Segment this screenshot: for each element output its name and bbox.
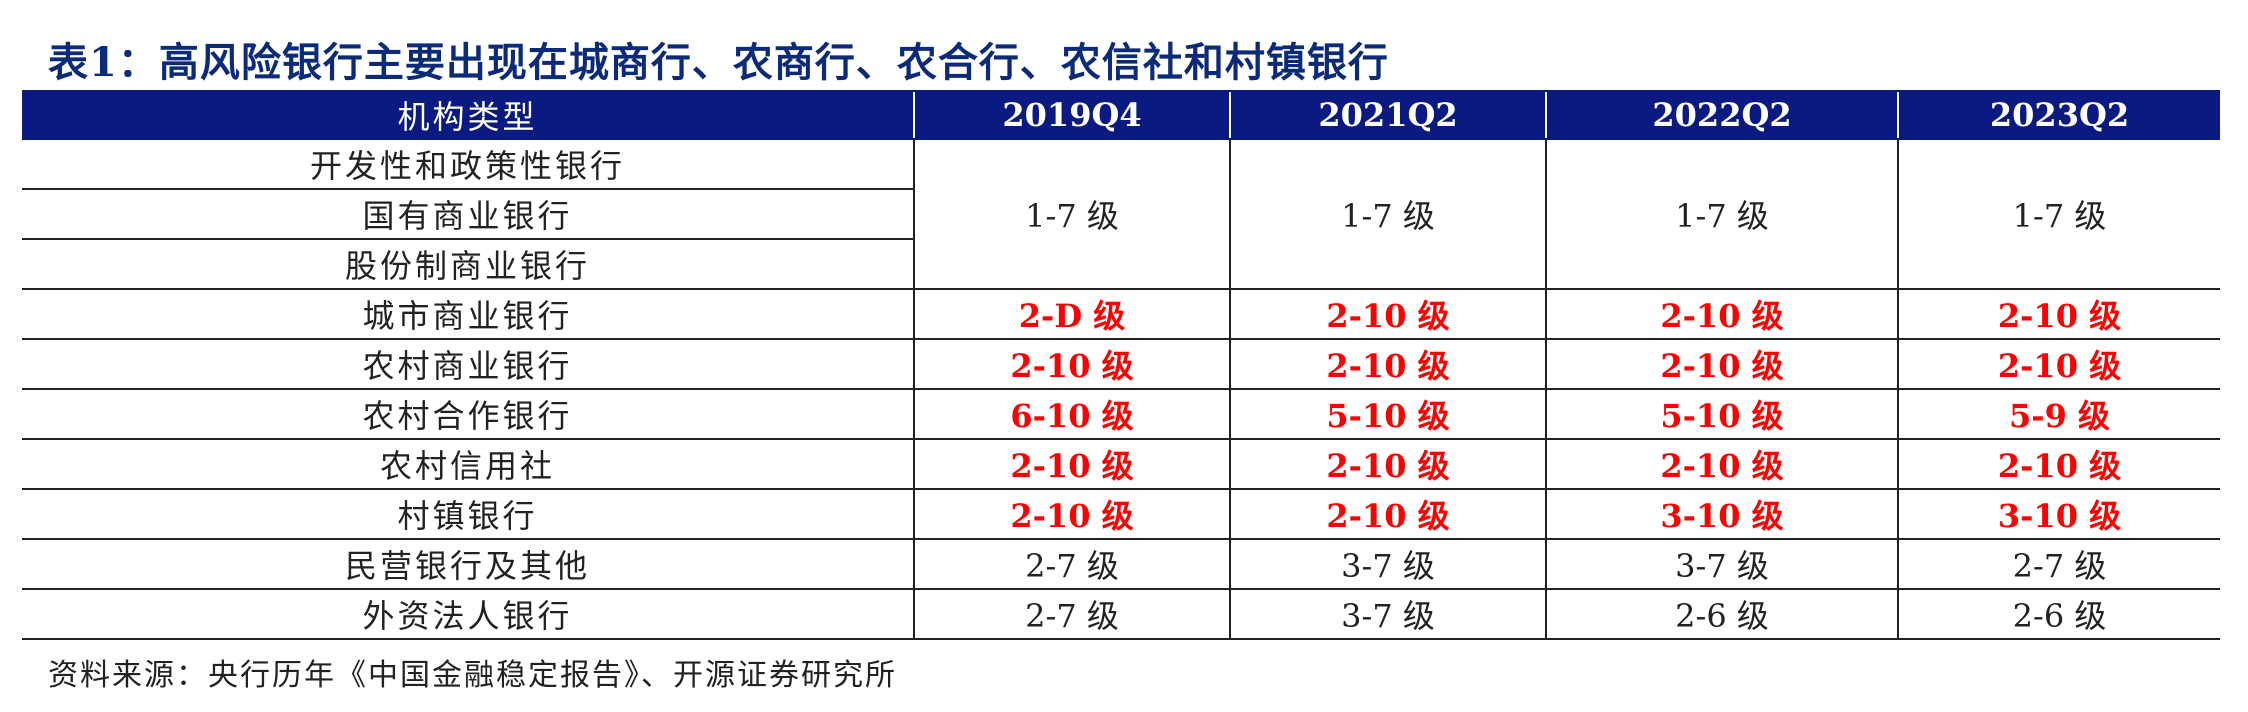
cell-2019q4: 2-7 级 xyxy=(913,539,1230,590)
cell-2021q2: 5-10 级 xyxy=(1229,389,1546,440)
cell-2021q2: 2-10 级 xyxy=(1229,489,1546,540)
cell-2019q4: 2-10 级 xyxy=(913,339,1230,390)
row-type: 国有商业银行 xyxy=(22,189,914,240)
cell-2021q2: 2-10 级 xyxy=(1229,289,1546,340)
row-type: 外资法人银行 xyxy=(22,589,914,640)
cell-2019q4: 2-7 级 xyxy=(913,589,1230,640)
header-2023q2: 2023Q2 xyxy=(1897,90,2220,140)
risk-rating-table: 机构类型 2019Q4 2021Q2 2022Q2 2023Q2 开发性和政策性… xyxy=(22,90,2220,640)
row-type: 农村合作银行 xyxy=(22,389,914,440)
merged-value-2023q2: 1-7 级 xyxy=(1897,139,2220,290)
table-row: 城市商业银行 2-D 级 2-10 级 2-10 级 2-10 级 xyxy=(22,289,2220,340)
cell-2023q2: 2-10 级 xyxy=(1897,439,2220,490)
row-type: 股份制商业银行 xyxy=(22,239,914,290)
cell-2022q2: 3-10 级 xyxy=(1545,489,1898,540)
cell-2022q2: 2-10 级 xyxy=(1545,339,1898,390)
table-row: 村镇银行 2-10 级 2-10 级 3-10 级 3-10 级 xyxy=(22,489,2220,540)
header-2022q2: 2022Q2 xyxy=(1545,90,1898,140)
cell-2022q2: 2-6 级 xyxy=(1545,589,1898,640)
row-type: 农村信用社 xyxy=(22,439,914,490)
table-row: 开发性和政策性银行 1-7 级 1-7 级 1-7 级 1-7 级 xyxy=(22,139,2220,290)
cell-2022q2: 3-7 级 xyxy=(1545,539,1898,590)
row-type: 村镇银行 xyxy=(22,489,914,540)
table-row: 股份制商业银行 xyxy=(22,239,2220,290)
cell-2022q2: 2-10 级 xyxy=(1545,439,1898,490)
merged-value-2022q2: 1-7 级 xyxy=(1545,139,1898,290)
cell-2023q2: 2-7 级 xyxy=(1897,539,2220,590)
cell-2019q4: 2-D 级 xyxy=(913,289,1230,340)
cell-2023q2: 2-10 级 xyxy=(1897,339,2220,390)
row-type: 城市商业银行 xyxy=(22,289,914,340)
source-note: 资料来源：央行历年《中国金融稳定报告》、开源证券研究所 xyxy=(48,658,897,693)
cell-2019q4: 2-10 级 xyxy=(913,489,1230,540)
table-title: 表1：高风险银行主要出现在城商行、农商行、农合行、农信社和村镇银行 xyxy=(48,39,1389,86)
cell-2019q4: 2-10 级 xyxy=(913,439,1230,490)
table-row: 国有商业银行 xyxy=(22,189,2220,240)
table-row: 外资法人银行 2-7 级 3-7 级 2-6 级 2-6 级 xyxy=(22,589,2220,640)
cell-2022q2: 2-10 级 xyxy=(1545,289,1898,340)
cell-2021q2: 2-10 级 xyxy=(1229,339,1546,390)
table-row: 农村信用社 2-10 级 2-10 级 2-10 级 2-10 级 xyxy=(22,439,2220,490)
cell-2021q2: 2-10 级 xyxy=(1229,439,1546,490)
table-header-row: 机构类型 2019Q4 2021Q2 2022Q2 2023Q2 xyxy=(22,90,2220,140)
cell-2023q2: 2-10 级 xyxy=(1897,289,2220,340)
cell-2022q2: 5-10 级 xyxy=(1545,389,1898,440)
merged-value-2021q2: 1-7 级 xyxy=(1229,139,1546,290)
table-row: 民营银行及其他 2-7 级 3-7 级 3-7 级 2-7 级 xyxy=(22,539,2220,590)
table-row: 农村合作银行 6-10 级 5-10 级 5-10 级 5-9 级 xyxy=(22,389,2220,440)
row-type: 民营银行及其他 xyxy=(22,539,914,590)
cell-2019q4: 6-10 级 xyxy=(913,389,1230,440)
cell-2021q2: 3-7 级 xyxy=(1229,589,1546,640)
cell-2023q2: 5-9 级 xyxy=(1897,389,2220,440)
row-type: 开发性和政策性银行 xyxy=(22,139,914,190)
header-2021q2: 2021Q2 xyxy=(1229,90,1546,140)
cell-2023q2: 3-10 级 xyxy=(1897,489,2220,540)
cell-2023q2: 2-6 级 xyxy=(1897,589,2220,640)
header-institution-type: 机构类型 xyxy=(22,90,914,140)
row-type: 农村商业银行 xyxy=(22,339,914,390)
header-2019q4: 2019Q4 xyxy=(913,90,1230,140)
cell-2021q2: 3-7 级 xyxy=(1229,539,1546,590)
merged-value-2019q4: 1-7 级 xyxy=(913,139,1230,290)
table-row: 农村商业银行 2-10 级 2-10 级 2-10 级 2-10 级 xyxy=(22,339,2220,390)
